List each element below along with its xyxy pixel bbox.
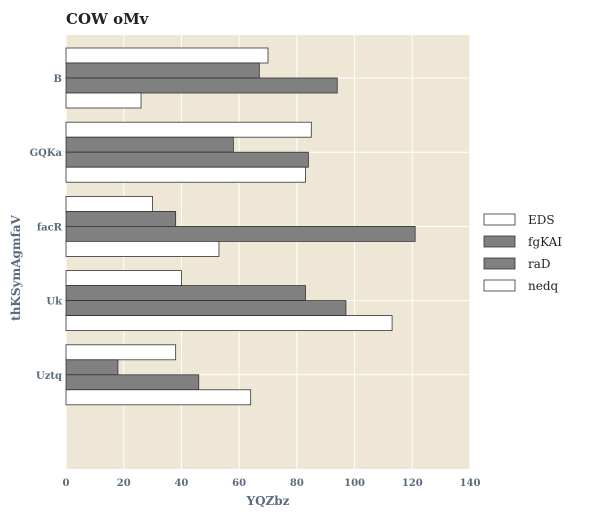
bar-EDS-GQKa <box>65 121 312 138</box>
legend: EDS fgKAI raD nedq <box>483 213 562 293</box>
y-tick-label: GQKa <box>30 148 63 159</box>
y-tick-labels: B GQKa facR Uk Uztq <box>30 74 63 382</box>
chart-title: COW oMv <box>66 10 150 28</box>
x-tick-label: 140 <box>460 478 481 489</box>
bar-nedq-Uk <box>65 315 393 332</box>
y-tick-label: facR <box>37 222 63 233</box>
x-tick-labels: 0 20 40 60 80 100 120 140 <box>63 478 481 489</box>
bar-raD-GQKa <box>65 151 309 168</box>
bar-raD-Uztq <box>65 374 200 391</box>
bar-fgKAI-B <box>65 62 260 79</box>
bar-nedq-Uztq <box>65 389 252 406</box>
y-tick-label: Uk <box>46 297 63 308</box>
legend-label: fgKAI <box>528 235 562 249</box>
bar-raD-B <box>65 77 338 94</box>
bar-nedq-facR <box>65 240 220 257</box>
bar-nedq-GQKa <box>65 166 306 183</box>
bar-nedq-B <box>65 92 142 109</box>
legend-label: nedq <box>528 279 559 293</box>
x-tick-label: 0 <box>63 478 70 489</box>
x-axis-label: YQZbz <box>246 494 290 508</box>
bar-EDS-Uk <box>65 270 182 287</box>
x-tick-label: 20 <box>117 478 131 489</box>
bar-fgKAI-Uztq <box>65 359 119 376</box>
bar-raD-facR <box>65 225 416 242</box>
bar-EDS-Uztq <box>65 344 177 361</box>
x-tick-label: 100 <box>344 478 365 489</box>
legend-swatch-fgKAI <box>483 235 516 248</box>
bar-EDS-B <box>65 47 269 64</box>
x-tick-label: 120 <box>402 478 423 489</box>
x-tick-label: 60 <box>232 478 246 489</box>
bar-fgKAI-facR <box>65 210 177 227</box>
legend-swatch-EDS <box>483 213 516 226</box>
x-tick-label: 40 <box>174 478 188 489</box>
x-tick-label: 80 <box>290 478 304 489</box>
bar-fgKAI-Uk <box>65 285 306 302</box>
legend-label: raD <box>528 257 551 271</box>
y-tick-label: B <box>54 74 62 85</box>
bar-fgKAI-GQKa <box>65 136 234 153</box>
y-axis-label: thKSymAgmfaV <box>9 214 23 320</box>
bar-EDS-facR <box>65 195 153 212</box>
legend-label: EDS <box>528 213 555 227</box>
bars <box>65 47 416 406</box>
legend-swatch-nedq <box>483 279 516 292</box>
legend-swatch-raD <box>483 257 516 270</box>
y-tick-label: Uztq <box>36 371 62 382</box>
bar-raD-Uk <box>65 300 347 317</box>
